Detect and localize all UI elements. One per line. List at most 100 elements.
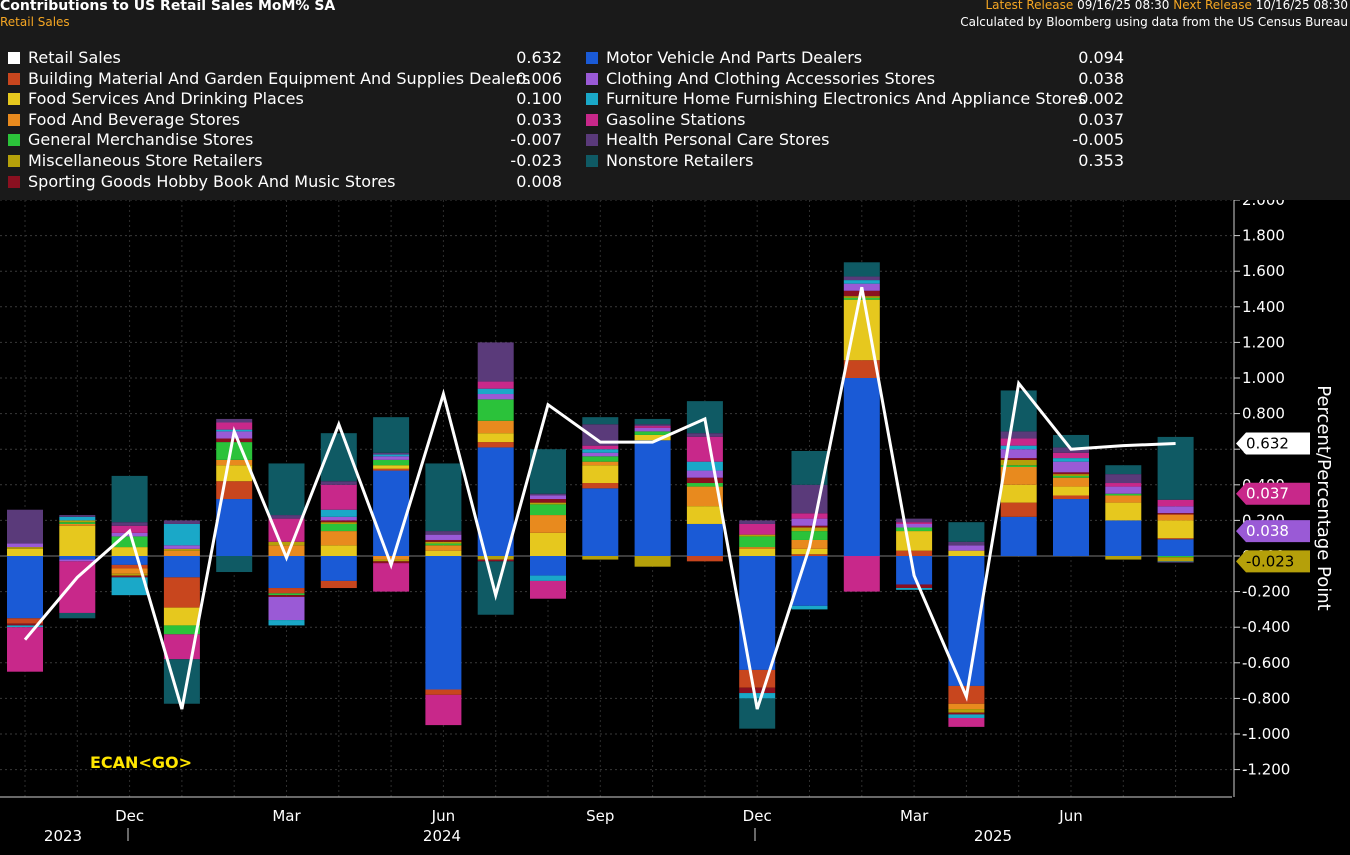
bar-segment[interactable] (59, 515, 96, 517)
bar-segment[interactable] (686, 523, 723, 556)
bar-segment[interactable] (7, 548, 43, 556)
bar-segment[interactable] (373, 465, 410, 469)
bar-segment[interactable] (948, 712, 985, 715)
bar-segment[interactable] (59, 516, 96, 521)
bar-segment[interactable] (843, 280, 880, 284)
bar-segment[interactable] (1053, 477, 1089, 487)
bar-segment[interactable] (320, 481, 357, 485)
bar-segment[interactable] (268, 463, 305, 516)
bar-segment[interactable] (948, 550, 985, 556)
bar-segment[interactable] (530, 493, 566, 496)
bar-segment[interactable] (477, 559, 514, 562)
bar-stack[interactable] (1053, 434, 1089, 556)
bar-segment[interactable] (373, 470, 410, 556)
bar-segment[interactable] (1000, 502, 1037, 517)
bar-segment[interactable] (582, 424, 619, 446)
bar-segment[interactable] (216, 438, 253, 443)
bar-segment[interactable] (373, 456, 410, 460)
bar-segment[interactable] (59, 523, 96, 526)
bar-stack[interactable] (425, 463, 462, 726)
bar-segment[interactable] (896, 588, 933, 590)
bar-segment[interactable] (7, 543, 43, 548)
bar-segment[interactable] (582, 465, 619, 484)
bar-segment[interactable] (843, 276, 880, 281)
bar-segment[interactable] (634, 440, 671, 556)
bar-segment[interactable] (373, 556, 410, 560)
bar-segment[interactable] (1000, 438, 1037, 446)
bar-segment[interactable] (163, 520, 200, 524)
bar-segment[interactable] (634, 431, 671, 435)
bar-segment[interactable] (582, 417, 619, 425)
bar-segment[interactable] (216, 499, 253, 556)
bar-segment[interactable] (896, 522, 933, 524)
bar-segment[interactable] (1105, 556, 1142, 560)
bar-segment[interactable] (948, 545, 985, 551)
bar-segment[interactable] (686, 556, 723, 562)
bar-segment[interactable] (791, 525, 828, 528)
bar-segment[interactable] (739, 693, 776, 699)
bar-segment[interactable] (477, 556, 514, 560)
bar-segment[interactable] (1157, 557, 1194, 562)
bar-segment[interactable] (1000, 516, 1037, 556)
bar-segment[interactable] (1053, 486, 1089, 496)
bar-segment[interactable] (896, 584, 933, 589)
bar-segment[interactable] (582, 456, 619, 462)
bar-segment[interactable] (948, 541, 985, 546)
bar-segment[interactable] (111, 573, 148, 576)
bar-segment[interactable] (59, 612, 96, 619)
bar-segment[interactable] (843, 296, 880, 298)
bar-segment[interactable] (163, 556, 200, 578)
bar-segment[interactable] (686, 483, 723, 487)
bar-segment[interactable] (686, 401, 723, 434)
bar-segment[interactable] (582, 461, 619, 466)
bar-segment[interactable] (739, 556, 776, 670)
bar-segment[interactable] (791, 450, 828, 485)
bar-segment[interactable] (1053, 499, 1089, 556)
bar-segment[interactable] (320, 522, 357, 524)
bar-segment[interactable] (896, 531, 933, 551)
bar-segment[interactable] (1105, 493, 1142, 496)
bar-segment[interactable] (739, 534, 776, 537)
bar-segment[interactable] (791, 513, 828, 519)
bar-segment[interactable] (59, 561, 96, 613)
bar-segment[interactable] (268, 593, 305, 596)
bar-segment[interactable] (686, 506, 723, 524)
bar-segment[interactable] (111, 536, 148, 548)
bar-segment[interactable] (320, 531, 357, 546)
bar-segment[interactable] (425, 545, 462, 551)
bar-segment[interactable] (1000, 458, 1037, 460)
bar-stack[interactable] (216, 418, 253, 573)
bar-segment[interactable] (268, 545, 305, 556)
bar-segment[interactable] (739, 523, 776, 535)
bar-segment[interactable] (1105, 486, 1142, 494)
bar-segment[interactable] (7, 627, 43, 672)
bar-segment[interactable] (59, 525, 96, 556)
bar-segment[interactable] (582, 556, 619, 560)
bar-segment[interactable] (163, 523, 200, 546)
bar-segment[interactable] (739, 520, 776, 524)
bar-segment[interactable] (582, 483, 619, 489)
bar-segment[interactable] (373, 468, 410, 471)
bar-segment[interactable] (7, 556, 43, 619)
bar-segment[interactable] (530, 504, 566, 516)
bar-segment[interactable] (216, 418, 253, 423)
bar-segment[interactable] (268, 588, 305, 594)
bar-segment[interactable] (791, 605, 828, 610)
bar-segment[interactable] (425, 539, 462, 542)
bar-segment[interactable] (1053, 495, 1089, 500)
bar-segment[interactable] (843, 360, 880, 378)
bar-segment[interactable] (686, 477, 723, 484)
bar-segment[interactable] (373, 417, 410, 453)
bar-segment[interactable] (477, 399, 514, 421)
bar-segment[interactable] (634, 556, 671, 567)
bar-segment[interactable] (1053, 474, 1089, 476)
bar-segment[interactable] (948, 717, 985, 727)
bar-segment[interactable] (373, 459, 410, 466)
bar-segment[interactable] (163, 548, 200, 551)
bar-segment[interactable] (477, 561, 514, 615)
bar-stack[interactable] (320, 433, 357, 589)
bar-stack[interactable] (268, 463, 305, 626)
bar-segment[interactable] (59, 522, 96, 524)
bar-segment[interactable] (686, 461, 723, 471)
bar-segment[interactable] (896, 527, 933, 532)
